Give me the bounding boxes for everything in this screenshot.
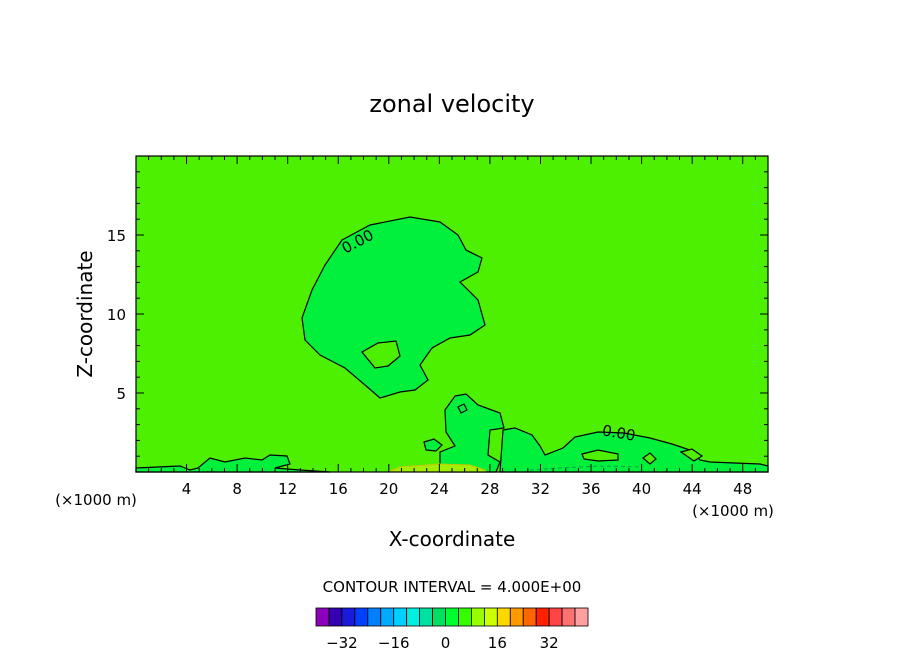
x-tick-label: 12 — [278, 480, 297, 498]
y-tick-label: 15 — [107, 227, 126, 245]
colorbar-swatch — [561, 607, 576, 627]
colorbar-label: 32 — [540, 634, 559, 652]
x-tick-label: 24 — [430, 480, 449, 498]
x-tick-label: 48 — [733, 480, 752, 498]
y-axis-label: Z-coordinate — [73, 250, 97, 377]
colorbar — [315, 607, 589, 627]
contour-small-ring-a — [457, 403, 468, 414]
contour-regions — [135, 216, 769, 473]
colorbar-swatch — [367, 607, 382, 627]
y-tick-labels: 5 10 15 — [107, 227, 126, 403]
colorbar-swatch — [458, 607, 472, 627]
colorbar-swatch — [432, 607, 446, 627]
zero-region-lower-center — [439, 393, 505, 473]
colorbar-swatch — [471, 607, 485, 627]
zero-region-small-a — [423, 438, 443, 452]
colorbar-swatch — [406, 607, 421, 627]
colorbar-labels: −32 −16 0 16 32 — [326, 634, 559, 652]
x-tick-label: 44 — [683, 480, 702, 498]
colorbar-swatch — [509, 607, 524, 627]
colorbar-swatch — [483, 607, 498, 627]
colorbar-swatch — [548, 607, 563, 627]
x-tick-label: 36 — [581, 480, 600, 498]
contour-label-lower: 0.00 — [601, 421, 637, 445]
contour-small-ring-b — [679, 448, 704, 462]
contour-inner-loop — [361, 340, 401, 369]
colorbar-swatch — [354, 607, 369, 627]
colorbar-swatch — [328, 607, 343, 627]
contour-inner-loop-b — [581, 449, 619, 462]
contour-inner-loop-c — [642, 452, 657, 465]
x-tick-label: 16 — [329, 480, 348, 498]
negative-region-bottom — [529, 465, 641, 471]
x-tick-labels: 4 8 12 16 20 24 28 32 36 40 44 48 — [182, 480, 752, 498]
x-tick-label: 32 — [531, 480, 550, 498]
colorbar-swatch — [496, 607, 511, 627]
colorbar-swatch — [380, 607, 395, 627]
zero-region-main — [301, 216, 486, 399]
colorbar-swatch — [393, 607, 408, 627]
zero-region-lower-right — [499, 427, 769, 473]
chart-title: zonal velocity — [369, 90, 534, 118]
x-tick-label: 28 — [480, 480, 499, 498]
x-units-right: (×1000 m) — [692, 502, 774, 520]
colorbar-label: 16 — [488, 634, 507, 652]
colorbar-swatch — [445, 607, 459, 627]
zero-region-left-strip — [135, 454, 331, 473]
colorbar-swatch — [341, 607, 356, 627]
x-tick-label: 8 — [232, 480, 242, 498]
x-tick-label: 4 — [182, 480, 192, 498]
x-tick-label: 40 — [632, 480, 651, 498]
colorbar-swatch — [419, 607, 433, 627]
x-axis-label: X-coordinate — [389, 527, 516, 551]
x-tick-label: 20 — [379, 480, 398, 498]
colorbar-swatch — [574, 607, 589, 627]
contour-interval-text: CONTOUR INTERVAL = 4.000E+00 — [323, 578, 582, 596]
y-tick-label: 10 — [107, 306, 126, 324]
colorbar-label: −16 — [378, 634, 410, 652]
x-units-left: (×1000 m) — [55, 491, 137, 509]
colorbar-label: 0 — [441, 634, 451, 652]
colorbar-swatch — [522, 607, 537, 627]
axis-ticks — [135, 155, 769, 473]
colorbar-swatch — [535, 607, 550, 627]
colorbar-swatch — [315, 607, 330, 627]
colorbar-label: −32 — [326, 634, 358, 652]
y-tick-label: 5 — [116, 385, 126, 403]
